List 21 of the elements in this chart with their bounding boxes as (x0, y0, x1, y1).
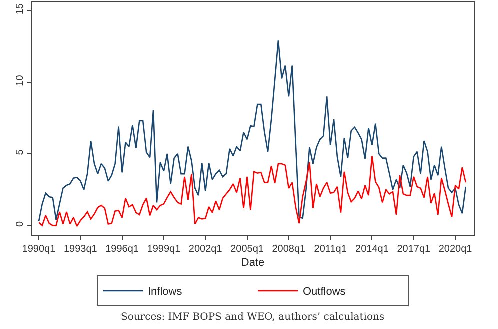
y-tick-label: 0 (15, 220, 26, 227)
x-tick-label: 2020q1 (438, 244, 473, 255)
source-note: Sources: IMF BOPS and WEO, authors’ calculations (121, 312, 385, 323)
x-tick-label: 2008q1 (272, 244, 306, 255)
legend-label: Outflows (303, 286, 346, 298)
x-axis-title: Date (241, 257, 265, 270)
x-tick-label: 2014q1 (356, 244, 390, 255)
y-tick-label: 10 (15, 74, 26, 86)
line-series (38, 40, 467, 222)
x-tick-label: 2011q1 (314, 244, 348, 255)
x-tick-label: 2017q1 (397, 244, 432, 255)
x-tick-label: 1990q1 (22, 244, 56, 255)
line-series (38, 155, 467, 228)
x-tick-label: 2005q1 (230, 244, 264, 255)
y-tick-label: 15 (15, 3, 26, 15)
x-tick-label: 1993q1 (64, 244, 98, 255)
x-tick-label: 1999q1 (147, 244, 182, 255)
y-tick-label: 5 (15, 149, 26, 156)
x-tick-label: 2002q1 (188, 244, 223, 255)
legend-label: Inflows (148, 286, 183, 298)
x-tick-label: 1996q1 (106, 244, 140, 255)
